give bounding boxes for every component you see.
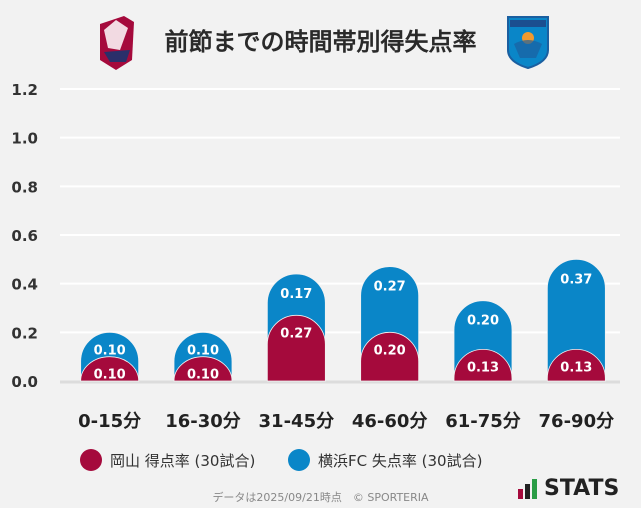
y-tick-label: 0.8 xyxy=(11,178,38,196)
data-label-okayama: 0.10 xyxy=(94,368,126,383)
bar-okayama xyxy=(546,349,606,382)
bar-okayama xyxy=(453,349,513,382)
bar-yokohama xyxy=(546,259,606,382)
stats-brand-text: STATS xyxy=(544,476,620,501)
data-label-okayama: 0.27 xyxy=(280,326,312,341)
y-tick-label: 0.2 xyxy=(11,324,38,342)
stats-brand: STATS xyxy=(518,476,619,501)
x-tick-label: 31-45分 xyxy=(259,411,335,432)
data-label-yokohama: 0.17 xyxy=(280,287,312,302)
legend-okayama-swatch xyxy=(80,449,102,471)
stats-logo-icon xyxy=(518,478,537,499)
x-tick-label: 0-15分 xyxy=(78,411,141,432)
data-label-yokohama: 0.10 xyxy=(94,344,126,359)
x-tick-label: 46-60分 xyxy=(352,411,428,432)
footer-note: データは2025/09/21時点 © SPORTERIA xyxy=(212,491,429,504)
y-tick-label: 0.0 xyxy=(11,373,38,391)
legend-yokohama: 横浜FC 失点率 (30試合) xyxy=(288,449,482,471)
y-tick-label: 1.2 xyxy=(11,81,38,99)
data-label-yokohama: 0.20 xyxy=(467,314,499,329)
data-label-okayama: 0.20 xyxy=(374,343,406,358)
x-tick-label: 61-75分 xyxy=(445,411,521,432)
x-tick-label: 76-90分 xyxy=(539,411,615,432)
legend-yokohama-label: 横浜FC 失点率 (30試合) xyxy=(318,451,483,470)
legend-okayama-label: 岡山 得点率 (30試合) xyxy=(110,451,256,470)
bar-okayama xyxy=(80,356,140,382)
bar-okayama xyxy=(360,332,420,382)
legend-okayama: 岡山 得点率 (30試合) xyxy=(80,449,255,471)
x-tick-label: 16-30分 xyxy=(165,411,241,432)
data-label-okayama: 0.13 xyxy=(467,360,499,375)
y-tick-label: 0.6 xyxy=(11,227,38,245)
bar-okayama xyxy=(266,314,326,382)
data-label-okayama: 0.10 xyxy=(187,368,219,383)
legend-yokohama-swatch xyxy=(288,449,310,471)
chart-title: 前節までの時間帯別得失点率 xyxy=(164,28,477,56)
data-label-yokohama: 0.37 xyxy=(560,272,592,287)
data-label-yokohama: 0.10 xyxy=(187,344,219,359)
y-tick-label: 1.0 xyxy=(11,130,38,148)
data-label-yokohama: 0.27 xyxy=(374,280,406,295)
y-tick-label: 0.4 xyxy=(11,276,38,294)
bar-okayama xyxy=(173,356,233,382)
data-label-okayama: 0.13 xyxy=(560,360,592,375)
